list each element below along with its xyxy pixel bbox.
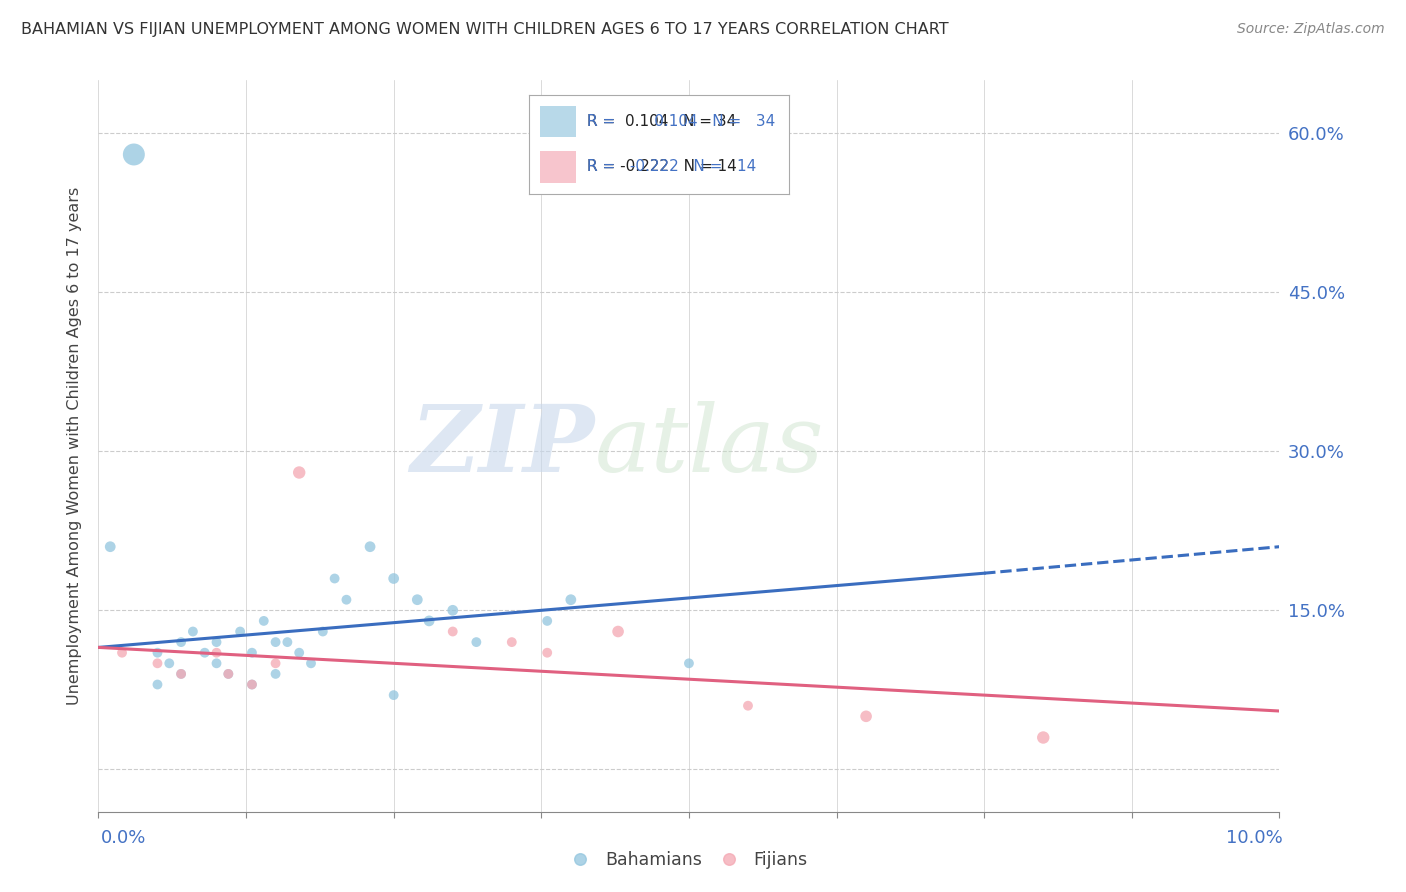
Text: atlas: atlas [595, 401, 824, 491]
Point [441, 624, 464, 639]
Point [122, 147, 145, 161]
Point [501, 635, 523, 649]
Legend: Bahamians, Fijians: Bahamians, Fijians [562, 844, 815, 876]
Text: 0.0%: 0.0% [101, 829, 146, 847]
Point [276, 635, 298, 649]
Point [359, 540, 381, 554]
Point [312, 624, 335, 639]
Point [323, 572, 346, 586]
Point [560, 592, 582, 607]
Point [146, 657, 169, 671]
Text: 10.0%: 10.0% [1226, 829, 1282, 847]
Point [205, 657, 228, 671]
Point [205, 635, 228, 649]
Point [217, 667, 239, 681]
Point [288, 466, 311, 480]
Point [418, 614, 440, 628]
Y-axis label: Unemployment Among Women with Children Ages 6 to 17 years: Unemployment Among Women with Children A… [67, 187, 83, 705]
Point [264, 657, 287, 671]
Text: BAHAMIAN VS FIJIAN UNEMPLOYMENT AMONG WOMEN WITH CHILDREN AGES 6 TO 17 YEARS COR: BAHAMIAN VS FIJIAN UNEMPLOYMENT AMONG WO… [21, 22, 949, 37]
Point [170, 667, 193, 681]
Point [607, 624, 630, 639]
Point [205, 646, 228, 660]
Point [146, 646, 169, 660]
Point [157, 657, 180, 671]
Point [194, 646, 217, 660]
Point [536, 646, 558, 660]
Point [111, 646, 134, 660]
Point [170, 635, 193, 649]
Point [229, 624, 252, 639]
Point [264, 667, 287, 681]
Point [382, 688, 405, 702]
Point [536, 614, 558, 628]
Point [288, 646, 311, 660]
Point [264, 635, 287, 649]
Point [299, 657, 322, 671]
Text: Source: ZipAtlas.com: Source: ZipAtlas.com [1237, 22, 1385, 37]
Point [406, 592, 429, 607]
Point [98, 540, 121, 554]
Point [240, 646, 263, 660]
Point [240, 677, 263, 691]
Point [441, 603, 464, 617]
Point [335, 592, 357, 607]
Point [465, 635, 488, 649]
Point [170, 667, 193, 681]
Text: ZIP: ZIP [411, 401, 595, 491]
Point [217, 667, 239, 681]
Point [382, 572, 405, 586]
Point [240, 677, 263, 691]
Point [253, 614, 276, 628]
Point [855, 709, 877, 723]
Point [146, 677, 169, 691]
Point [737, 698, 759, 713]
Point [181, 624, 204, 639]
Point [678, 657, 700, 671]
Point [1032, 731, 1054, 745]
